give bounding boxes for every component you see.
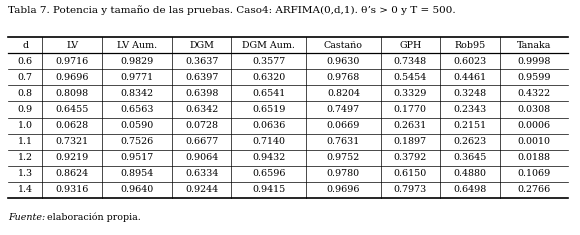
Text: 0.9517: 0.9517 bbox=[121, 153, 154, 162]
Text: 0.6596: 0.6596 bbox=[252, 169, 285, 178]
Text: 0.3637: 0.3637 bbox=[185, 57, 219, 66]
Text: 0.7526: 0.7526 bbox=[121, 137, 154, 146]
Text: 0.3577: 0.3577 bbox=[252, 57, 285, 66]
Text: 0.0628: 0.0628 bbox=[56, 121, 89, 130]
Text: 0.3329: 0.3329 bbox=[394, 89, 427, 98]
Text: GPH: GPH bbox=[399, 41, 422, 50]
Text: 0.9064: 0.9064 bbox=[185, 153, 219, 162]
Text: 0.9316: 0.9316 bbox=[56, 185, 89, 194]
Text: 0.8204: 0.8204 bbox=[327, 89, 360, 98]
Text: 0.6677: 0.6677 bbox=[185, 137, 219, 146]
Text: LV Aum.: LV Aum. bbox=[117, 41, 157, 50]
Text: 0.8954: 0.8954 bbox=[121, 169, 154, 178]
Text: 0.8342: 0.8342 bbox=[121, 89, 154, 98]
Text: 0.9780: 0.9780 bbox=[327, 169, 360, 178]
Text: Castaño: Castaño bbox=[324, 41, 363, 50]
Text: 0.2343: 0.2343 bbox=[454, 105, 487, 114]
Text: LV: LV bbox=[66, 41, 78, 50]
Text: Fuente:: Fuente: bbox=[8, 213, 45, 222]
Text: 0.4461: 0.4461 bbox=[454, 73, 487, 82]
Text: DGM Aum.: DGM Aum. bbox=[242, 41, 295, 50]
Text: 0.2631: 0.2631 bbox=[394, 121, 427, 130]
Text: 0.9640: 0.9640 bbox=[121, 185, 154, 194]
Text: 0.0636: 0.0636 bbox=[252, 121, 285, 130]
Text: Rob95: Rob95 bbox=[454, 41, 485, 50]
Text: 0.6519: 0.6519 bbox=[252, 105, 285, 114]
Text: 0.7: 0.7 bbox=[18, 73, 33, 82]
Text: 0.7497: 0.7497 bbox=[327, 105, 360, 114]
Text: 0.6: 0.6 bbox=[18, 57, 33, 66]
Text: DGM: DGM bbox=[190, 41, 214, 50]
Text: 0.1770: 0.1770 bbox=[394, 105, 427, 114]
Text: 1.4: 1.4 bbox=[18, 185, 33, 194]
Text: 0.3792: 0.3792 bbox=[394, 153, 427, 162]
Text: 0.0728: 0.0728 bbox=[186, 121, 218, 130]
Text: 0.2623: 0.2623 bbox=[454, 137, 487, 146]
Text: 0.3645: 0.3645 bbox=[454, 153, 487, 162]
Text: 0.7140: 0.7140 bbox=[252, 137, 285, 146]
Text: 0.6498: 0.6498 bbox=[454, 185, 487, 194]
Text: 0.7348: 0.7348 bbox=[394, 57, 427, 66]
Text: 0.8098: 0.8098 bbox=[56, 89, 89, 98]
Text: 0.0006: 0.0006 bbox=[517, 121, 550, 130]
Text: 0.9432: 0.9432 bbox=[252, 153, 285, 162]
Text: 0.9219: 0.9219 bbox=[56, 153, 89, 162]
Text: 0.4322: 0.4322 bbox=[517, 89, 550, 98]
Text: 0.0308: 0.0308 bbox=[517, 105, 550, 114]
Text: Tanaka: Tanaka bbox=[517, 41, 552, 50]
Text: 0.2766: 0.2766 bbox=[517, 185, 551, 194]
Text: 0.6563: 0.6563 bbox=[121, 105, 154, 114]
Text: 0.8: 0.8 bbox=[18, 89, 33, 98]
Text: 0.9716: 0.9716 bbox=[56, 57, 89, 66]
Text: 0.2151: 0.2151 bbox=[454, 121, 487, 130]
Text: 0.9415: 0.9415 bbox=[252, 185, 285, 194]
Text: 0.6150: 0.6150 bbox=[394, 169, 427, 178]
Text: elaboración propia.: elaboración propia. bbox=[44, 213, 140, 222]
Text: 0.9: 0.9 bbox=[18, 105, 33, 114]
Text: 0.3248: 0.3248 bbox=[454, 89, 487, 98]
Text: 1.0: 1.0 bbox=[18, 121, 33, 130]
Text: 0.0669: 0.0669 bbox=[327, 121, 360, 130]
Text: 0.9829: 0.9829 bbox=[121, 57, 154, 66]
Text: 0.6320: 0.6320 bbox=[252, 73, 285, 82]
Text: 0.9696: 0.9696 bbox=[327, 185, 360, 194]
Text: 0.0188: 0.0188 bbox=[517, 153, 550, 162]
Text: 0.7973: 0.7973 bbox=[394, 185, 427, 194]
Text: 1.3: 1.3 bbox=[18, 169, 33, 178]
Text: 0.6541: 0.6541 bbox=[252, 89, 285, 98]
Text: 0.9696: 0.9696 bbox=[56, 73, 89, 82]
Text: 0.8624: 0.8624 bbox=[56, 169, 89, 178]
Text: 0.6334: 0.6334 bbox=[185, 169, 219, 178]
Text: 0.1897: 0.1897 bbox=[394, 137, 427, 146]
Text: 0.1069: 0.1069 bbox=[517, 169, 551, 178]
Text: 0.7321: 0.7321 bbox=[56, 137, 89, 146]
Text: 0.9771: 0.9771 bbox=[121, 73, 154, 82]
Text: 0.0590: 0.0590 bbox=[121, 121, 154, 130]
Text: 0.6397: 0.6397 bbox=[185, 73, 219, 82]
Text: 0.9998: 0.9998 bbox=[517, 57, 551, 66]
Text: d: d bbox=[22, 41, 28, 50]
Text: 0.9768: 0.9768 bbox=[327, 73, 360, 82]
Text: 0.6023: 0.6023 bbox=[454, 57, 487, 66]
Text: 0.7631: 0.7631 bbox=[327, 137, 360, 146]
Text: 0.5454: 0.5454 bbox=[394, 73, 427, 82]
Text: 1.2: 1.2 bbox=[18, 153, 33, 162]
Text: 0.4880: 0.4880 bbox=[454, 169, 487, 178]
Text: 0.6398: 0.6398 bbox=[185, 89, 219, 98]
Text: 0.6455: 0.6455 bbox=[56, 105, 89, 114]
Text: 0.0010: 0.0010 bbox=[517, 137, 550, 146]
Text: 0.6342: 0.6342 bbox=[185, 105, 219, 114]
Text: 0.9752: 0.9752 bbox=[327, 153, 360, 162]
Text: 0.9599: 0.9599 bbox=[517, 73, 551, 82]
Text: 1.1: 1.1 bbox=[18, 137, 33, 146]
Text: 0.9630: 0.9630 bbox=[327, 57, 360, 66]
Text: 0.9244: 0.9244 bbox=[185, 185, 219, 194]
Text: Tabla 7. Potencia y tamaño de las pruebas. Caso4: ARFIMA(0,d,1). θʼs > 0 y T = 5: Tabla 7. Potencia y tamaño de las prueba… bbox=[8, 5, 456, 15]
